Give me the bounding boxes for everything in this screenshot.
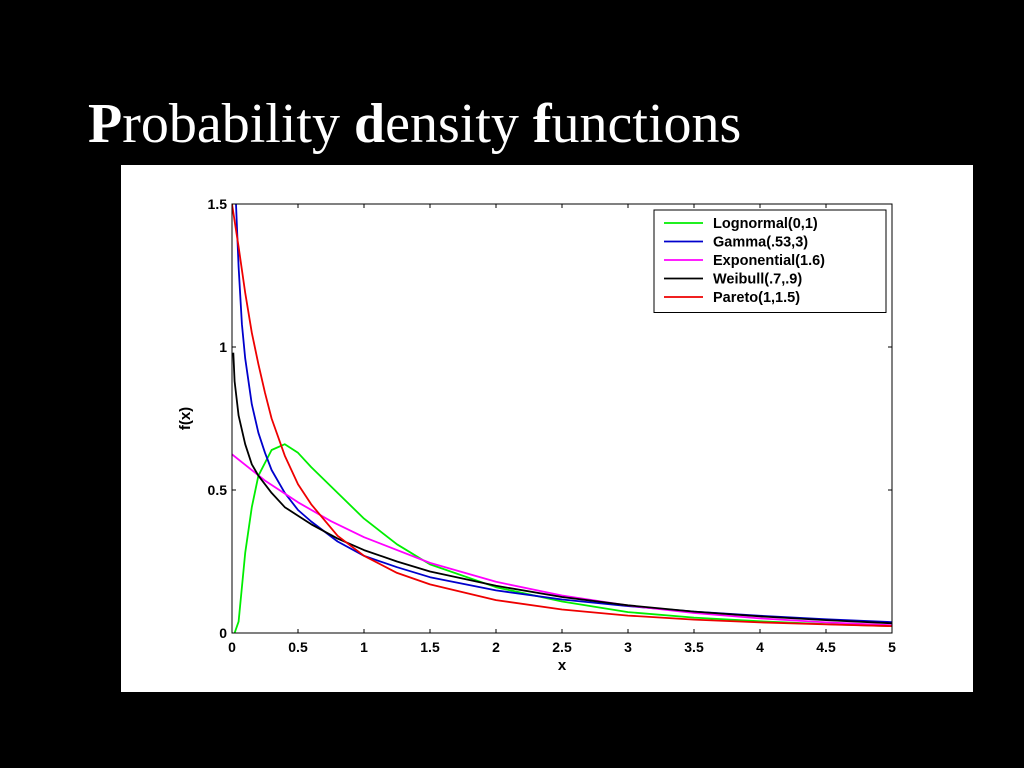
slide-title-part: robability (122, 93, 354, 155)
axis-ticks: 0 0.5 1 1.5 2 2.5 3 3.5 4 4.5 5 0 0.5 1 1.5 (208, 196, 897, 655)
x-tick-label: 2 (492, 639, 500, 655)
y-axis-label: f(x) (177, 407, 194, 430)
series-line-1 (233, 443, 892, 633)
y-tick-label: 1 (219, 339, 227, 355)
y-tick-label: 0.5 (208, 482, 228, 498)
series-line-5 (232, 204, 892, 627)
x-tick-label: 3 (624, 639, 632, 655)
x-tick-label: 4 (756, 639, 764, 655)
legend-label-4: Weibull(.7,.9) (713, 272, 802, 288)
x-axis-label: x (558, 657, 567, 674)
x-tick-label: 1.5 (420, 639, 440, 655)
plot-lines (232, 204, 892, 633)
legend-box (653, 209, 887, 313)
legend-label-2: Gamma(.53,3) (713, 235, 808, 251)
legend-label-5: Pareto(1,1.5) (713, 290, 800, 306)
x-tick-label: 2.5 (552, 639, 572, 655)
legend-label-3: Exponential(1.6) (713, 253, 825, 269)
slide-title-part: d (353, 93, 386, 155)
slide-title: Probability density functions (88, 96, 741, 152)
chart-svg: 0 0.5 1 1.5 2 2.5 3 3.5 4 4.5 5 0 0.5 1 1.5 x f(x) Log… (177, 196, 897, 674)
series-line-3 (232, 453, 892, 627)
x-tick-label: 0.5 (288, 639, 308, 655)
legend: Lognormal(0,1) Gamma(.53,3) Exponential(1.… (653, 209, 887, 313)
slide-title-part: P (88, 93, 123, 155)
slide-title-part: f (532, 93, 552, 155)
y-tick-label: 0 (219, 625, 227, 641)
legend-label-1: Lognormal(0,1) (713, 216, 818, 232)
x-tick-label: 3.5 (684, 639, 704, 655)
x-tick-label: 4.5 (816, 639, 836, 655)
slide-title-part: unctions (551, 93, 742, 155)
series-line-4 (232, 352, 892, 625)
chart-panel: 0 0.5 1 1.5 2 2.5 3 3.5 4 4.5 5 0 0.5 1 1.5 x f(x) Log… (121, 165, 973, 692)
y-tick-label: 1.5 (208, 196, 228, 212)
x-tick-label: 1 (360, 639, 368, 655)
x-tick-label: 0 (228, 639, 236, 655)
x-tick-label: 5 (888, 639, 896, 655)
slide-title-part: ensity (385, 93, 533, 155)
